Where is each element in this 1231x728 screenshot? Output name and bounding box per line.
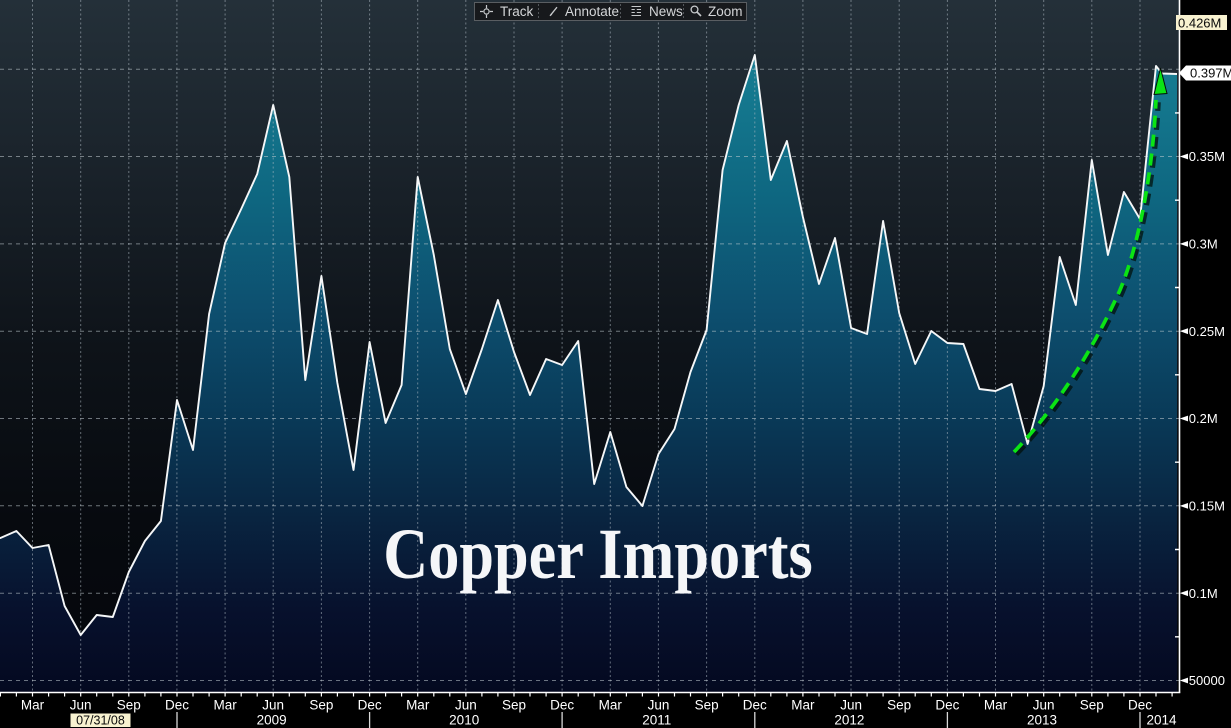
svg-text:0.25M: 0.25M <box>1189 324 1225 339</box>
svg-text:Mar: Mar <box>406 698 430 713</box>
svg-text:Mar: Mar <box>984 698 1008 713</box>
svg-text:0.15M: 0.15M <box>1189 498 1225 513</box>
svg-text:2010: 2010 <box>449 713 479 728</box>
svg-text:Jun: Jun <box>1033 698 1055 713</box>
svg-text:Mar: Mar <box>21 698 45 713</box>
svg-text:Sep: Sep <box>502 698 526 713</box>
svg-text:Dec: Dec <box>358 698 382 713</box>
svg-text:Dec: Dec <box>935 698 959 713</box>
svg-text:2011: 2011 <box>642 713 671 728</box>
svg-text:50000: 50000 <box>1189 673 1225 688</box>
svg-text:2012: 2012 <box>834 713 864 728</box>
svg-text:0.2M: 0.2M <box>1189 411 1218 426</box>
svg-text:News: News <box>649 4 683 19</box>
svg-text:0.1M: 0.1M <box>1189 586 1218 601</box>
svg-text:Dec: Dec <box>550 698 574 713</box>
svg-text:0.426M: 0.426M <box>1178 16 1221 31</box>
svg-text:Sep: Sep <box>887 698 911 713</box>
svg-text:Sep: Sep <box>695 698 719 713</box>
svg-text:Sep: Sep <box>309 698 333 713</box>
svg-text:Jun: Jun <box>262 698 284 713</box>
svg-text:Copper Imports: Copper Imports <box>383 514 813 594</box>
svg-text:0.3M: 0.3M <box>1189 236 1218 251</box>
svg-text:Mar: Mar <box>599 698 623 713</box>
svg-text:Track: Track <box>500 4 533 19</box>
svg-text:Mar: Mar <box>791 698 815 713</box>
svg-text:0.397M: 0.397M <box>1190 66 1231 81</box>
svg-text:Annotate: Annotate <box>565 4 619 19</box>
svg-text:2009: 2009 <box>257 713 287 728</box>
svg-text:2013: 2013 <box>1027 713 1057 728</box>
svg-text:Jun: Jun <box>840 698 862 713</box>
svg-text:Jun: Jun <box>648 698 670 713</box>
svg-text:Mar: Mar <box>213 698 237 713</box>
svg-text:Sep: Sep <box>1080 698 1104 713</box>
svg-text:Dec: Dec <box>1128 698 1152 713</box>
svg-text:07/31/08: 07/31/08 <box>76 714 125 728</box>
svg-text:Sep: Sep <box>117 698 141 713</box>
svg-text:Dec: Dec <box>165 698 189 713</box>
svg-text:Jun: Jun <box>70 698 92 713</box>
svg-text:Dec: Dec <box>743 698 767 713</box>
svg-text:Jun: Jun <box>455 698 477 713</box>
svg-text:Zoom: Zoom <box>708 4 743 19</box>
svg-text:0.35M: 0.35M <box>1189 149 1225 164</box>
svg-text:2014: 2014 <box>1146 713 1177 728</box>
